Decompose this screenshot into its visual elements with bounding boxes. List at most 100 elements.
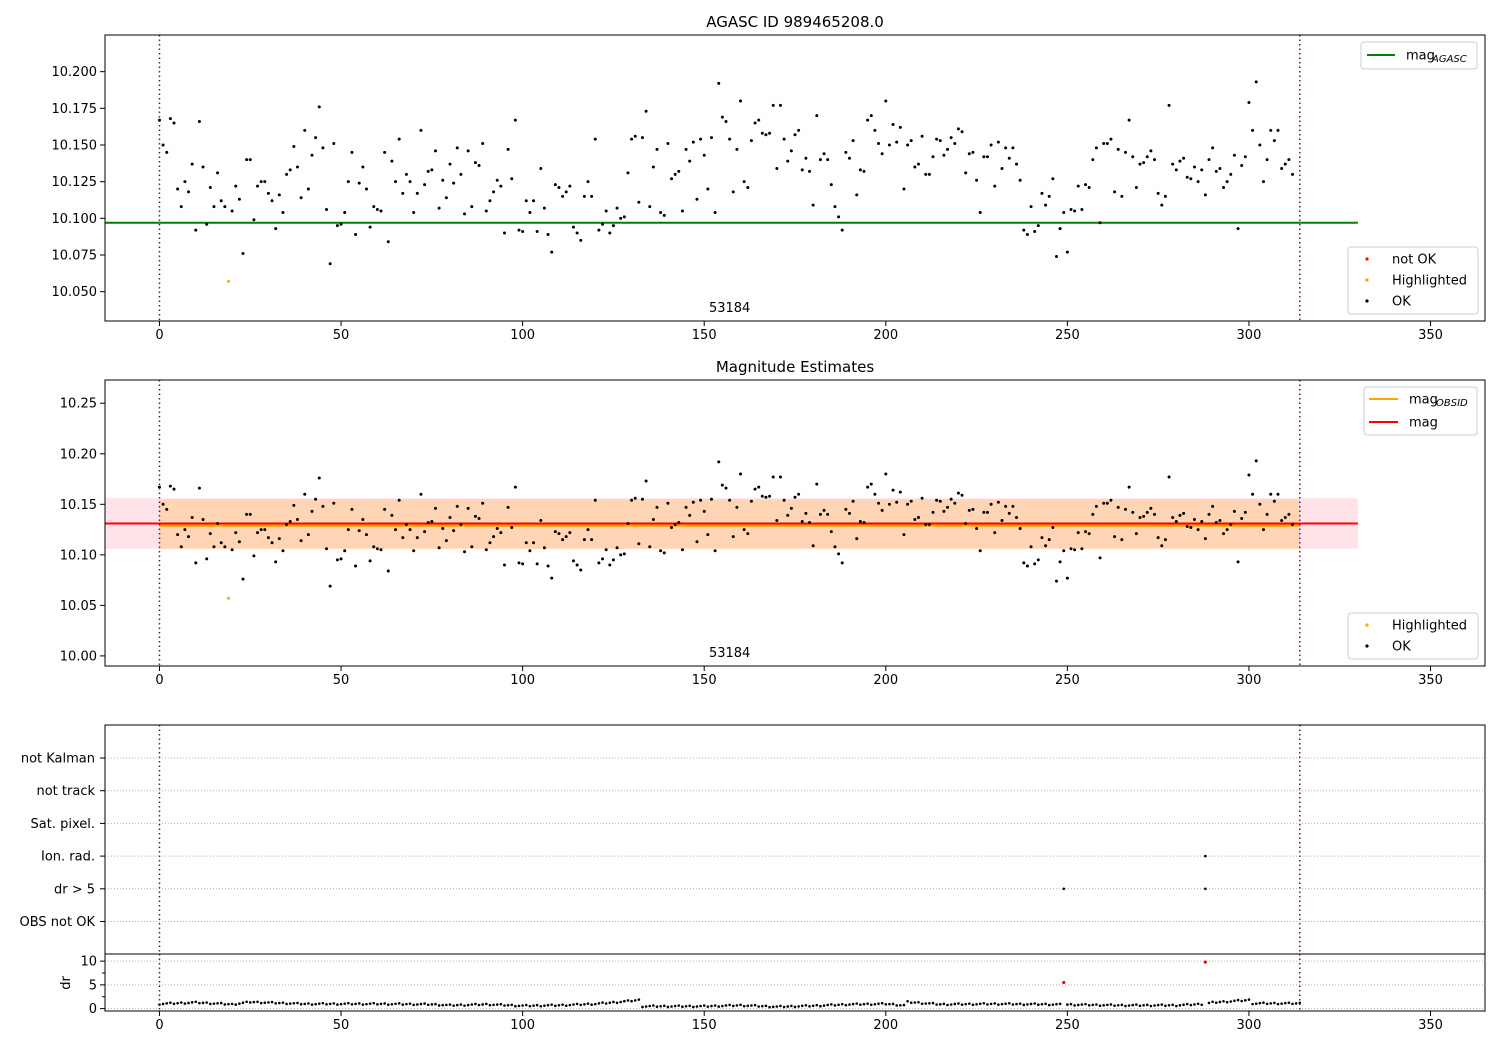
ok-point — [241, 252, 245, 256]
ok-point — [931, 510, 935, 514]
ok-point — [386, 569, 390, 573]
ok-point — [815, 114, 819, 118]
legend-marker — [1365, 623, 1369, 627]
dr-point — [731, 1004, 735, 1008]
ok-point — [797, 492, 801, 496]
ok-point — [1142, 161, 1146, 165]
ok-point — [368, 559, 372, 563]
dr-point — [1167, 1004, 1171, 1007]
ok-point — [1276, 128, 1280, 132]
ok-point — [666, 142, 670, 146]
dr-point — [1185, 1002, 1189, 1006]
ok-point — [1160, 203, 1164, 207]
ok-point — [891, 488, 895, 492]
dr-point — [339, 1002, 343, 1006]
ok-point — [397, 137, 401, 141]
dr-point — [946, 1003, 949, 1007]
ok-point — [1138, 515, 1142, 519]
dr-point — [1160, 1003, 1164, 1006]
ok-point — [771, 103, 775, 107]
dr-point — [1269, 1002, 1273, 1005]
ok-point — [364, 187, 368, 191]
dr-point — [1153, 1004, 1156, 1007]
panel2-plot-area: 0 50 100 150 200 250 300 350 10.00 10.05 10.10 10.1… — [60, 379, 1486, 688]
ok-point — [230, 548, 234, 552]
ok-point — [677, 520, 681, 524]
ok-point — [441, 178, 445, 182]
dr-point — [278, 1001, 281, 1005]
dr-point — [906, 999, 909, 1003]
dr-point — [989, 1002, 993, 1006]
dr-point — [1225, 1000, 1229, 1004]
ok-point — [1105, 501, 1109, 505]
dr-point — [350, 1003, 354, 1006]
dr-point — [310, 1003, 314, 1006]
dr-point — [1149, 1004, 1153, 1008]
panel2-ytick-label: 10.10 — [60, 548, 97, 563]
panel1-ytick-label: 10.150 — [52, 139, 98, 154]
ok-point — [949, 136, 953, 140]
ok-point — [292, 144, 296, 148]
ok-point — [833, 545, 837, 549]
ok-point — [648, 205, 652, 209]
ok-point — [1291, 172, 1295, 176]
ok-point — [789, 506, 793, 510]
ok-point — [223, 545, 227, 549]
ok-point — [764, 133, 768, 137]
ok-point — [1145, 510, 1149, 514]
ok-point — [1291, 523, 1295, 527]
ok-point — [1022, 561, 1026, 565]
dr-point — [793, 1005, 797, 1009]
ok-point — [971, 507, 975, 511]
ok-point — [288, 168, 292, 172]
ok-point — [208, 186, 212, 190]
panel4-ylabel: dr — [59, 976, 74, 990]
ok-point — [1087, 186, 1091, 190]
ok-point — [735, 147, 739, 151]
ok-point — [1069, 208, 1073, 212]
ok-point — [332, 501, 336, 505]
ok-point — [379, 209, 383, 213]
dr-point — [1240, 999, 1243, 1003]
dr-point — [615, 1001, 619, 1005]
dr-point — [455, 1003, 459, 1007]
panel1-xtick-label: 150 — [692, 328, 717, 343]
ok-point — [234, 184, 238, 188]
dr-point — [292, 1001, 296, 1005]
ok-point — [938, 499, 942, 503]
dr-point — [241, 1001, 245, 1004]
ok-point — [354, 564, 358, 568]
ok-point — [778, 103, 782, 107]
dr-point — [1291, 1002, 1294, 1006]
dr-point — [1189, 1003, 1193, 1007]
dr-point — [347, 1001, 350, 1005]
ok-point — [960, 493, 964, 497]
ok-point — [539, 518, 543, 522]
ok-point — [822, 152, 826, 156]
flags-panel: not Kalman not track Sat. pixel. Ion. rad. d… — [20, 724, 1486, 954]
dr-point — [405, 1002, 408, 1006]
dr-point — [924, 1002, 928, 1005]
ok-point — [168, 484, 172, 488]
dr-point — [1026, 1003, 1029, 1006]
ok-point — [477, 516, 481, 520]
ok-point — [644, 479, 648, 483]
ok-point — [314, 136, 318, 140]
dr-point — [800, 1004, 804, 1008]
dr-point — [706, 1005, 710, 1008]
ok-point — [691, 140, 695, 144]
ok-point — [1167, 475, 1171, 479]
dr-point — [1011, 1003, 1015, 1006]
ok-point — [680, 548, 684, 552]
ok-point — [1236, 227, 1240, 231]
dr-point — [1273, 1001, 1276, 1005]
ok-point — [855, 537, 859, 541]
dr-point — [161, 1002, 165, 1006]
ok-point — [1040, 536, 1044, 540]
panel1-ytick-label: 10.075 — [52, 249, 98, 264]
ok-point — [590, 538, 594, 542]
ok-point — [840, 228, 844, 232]
ok-point — [444, 196, 448, 200]
ok-point — [1229, 172, 1233, 176]
dr-point — [412, 1003, 415, 1007]
